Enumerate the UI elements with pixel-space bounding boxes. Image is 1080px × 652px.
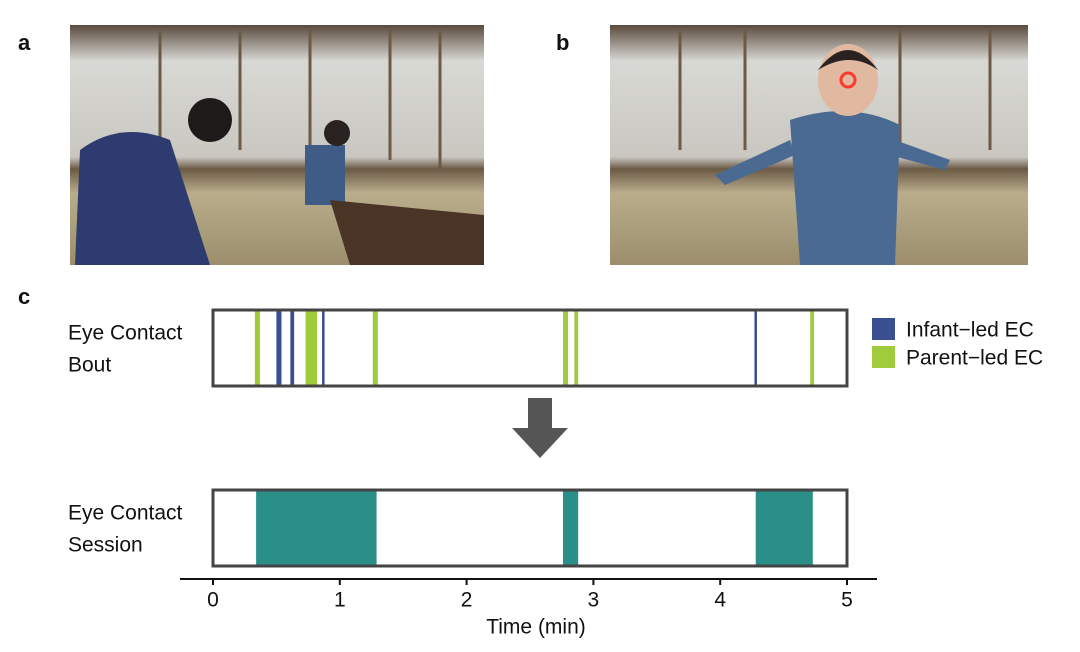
row-frame [211,488,849,568]
interval [322,310,325,386]
interval [256,490,377,566]
legend-label: Infant−led EC [906,319,1034,342]
x-tick-label: 5 [841,589,853,612]
photo-a [70,25,484,265]
row-label: Eye Contact [68,322,183,345]
panel-label: c [18,284,30,309]
legend-swatch [872,318,895,340]
row-frame [211,308,849,388]
interval [810,310,815,386]
panel-label: a [18,30,31,55]
row-label: Eye Contact [68,502,183,525]
x-axis-label: Time (min) [486,616,586,639]
row-label: Bout [68,354,111,377]
timeline-chart: Eye Contact Bout Infant−led EC Parent−led E… [68,308,1043,639]
row-label: Session [68,534,143,557]
legend-label: Parent−led EC [906,347,1043,370]
interval [254,310,260,386]
interval [562,310,569,386]
x-tick-label: 4 [714,589,726,612]
x-tick-label: 1 [334,589,346,612]
x-tick-label: 3 [588,589,600,612]
interval [276,310,282,386]
interval [755,490,813,566]
interval [574,310,579,386]
panel-label: b [556,30,569,55]
interval [372,310,378,386]
interval [290,310,295,386]
interval [754,310,757,386]
interval [562,490,579,566]
photo-b [610,25,1028,265]
interval [305,310,317,386]
x-tick-label: 0 [207,589,219,612]
legend-swatch [872,346,895,368]
x-tick-label: 2 [461,589,473,612]
arrow [512,398,568,458]
